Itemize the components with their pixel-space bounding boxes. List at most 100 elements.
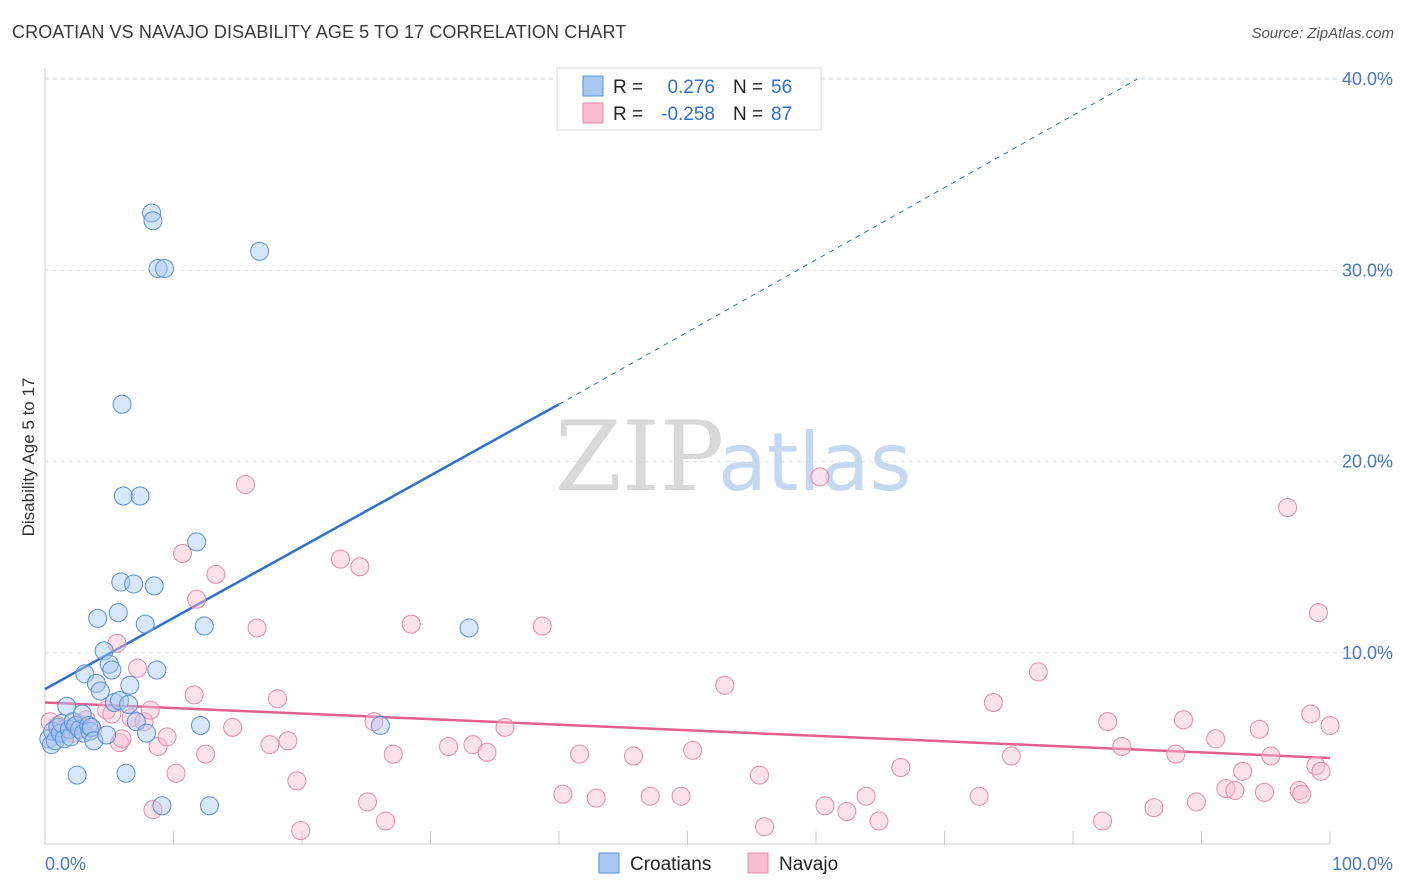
navajo-point-15 — [140, 700, 160, 720]
navajo-point-49 — [640, 786, 660, 806]
series-croatians-points — [39, 203, 479, 816]
navajo-point-23 — [196, 744, 216, 764]
trend-line-navajo — [44, 701, 1331, 760]
navajo-point-82 — [1301, 704, 1321, 724]
croatians-point-33 — [112, 394, 132, 414]
navajo-point-18 — [157, 727, 177, 747]
navajo-point-32 — [291, 821, 311, 841]
navajo-point-58 — [856, 786, 876, 806]
navajo-point-48 — [624, 746, 644, 766]
croatians-point-38 — [124, 574, 144, 594]
croatians-point-26 — [97, 725, 117, 745]
navajo-point-46 — [570, 744, 590, 764]
legend-n-value-1: 56 — [771, 77, 792, 98]
navajo-point-22 — [187, 589, 207, 609]
navajo-point-85 — [1311, 761, 1331, 781]
bottom-legend-swatch-navajo — [747, 852, 769, 874]
croatians-point-34 — [113, 486, 133, 506]
navajo-point-29 — [268, 689, 288, 709]
croatians-point-42 — [137, 723, 157, 743]
navajo-point-63 — [1001, 746, 1021, 766]
legend-swatch-navajo — [582, 102, 604, 124]
grid-lines — [45, 77, 1392, 654]
croatians-point-50 — [187, 532, 207, 552]
bottom-legend-swatch-croatians — [598, 852, 620, 874]
croatians-point-54 — [250, 241, 270, 261]
navajo-point-28 — [260, 735, 280, 755]
croatians-point-45 — [144, 576, 164, 596]
croatians-point-41 — [135, 614, 155, 634]
croatians-point-44 — [143, 211, 163, 231]
navajo-point-62 — [983, 693, 1003, 713]
navajo-point-14 — [134, 712, 154, 732]
legend-n-label-2: N = — [733, 104, 763, 125]
croatians-point-35 — [116, 763, 136, 783]
x-tick-label-1: 100.0% — [1332, 854, 1393, 874]
y-tick-label-1: 20.0% — [1342, 452, 1393, 472]
navajo-point-68 — [1144, 798, 1164, 818]
navajo-point-19 — [166, 763, 186, 783]
navajo-point-47 — [586, 788, 606, 808]
navajo-point-50 — [671, 786, 691, 806]
navajo-point-74 — [1225, 780, 1245, 800]
croatians-point-6 — [52, 714, 72, 734]
croatians-point-43 — [142, 203, 162, 223]
watermark: ZIP atlas — [555, 401, 911, 513]
navajo-point-83 — [1306, 756, 1326, 776]
navajo-point-72 — [1206, 729, 1226, 749]
x-tick-labels: 0.0% 100.0% — [45, 854, 1393, 874]
legend-r-value-1: 0.276 — [667, 77, 715, 98]
croatians-point-13 — [67, 765, 87, 785]
navajo-point-31 — [287, 771, 307, 791]
source-credit: Source: ZipAtlas.com — [1251, 25, 1394, 42]
navajo-point-54 — [755, 817, 775, 837]
bottom-legend-navajo: Navajo — [779, 854, 838, 875]
watermark-zip: ZIP — [555, 401, 724, 513]
navajo-point-52 — [715, 675, 735, 695]
navajo-point-13 — [128, 658, 148, 678]
navajo-point-42 — [477, 742, 497, 762]
stats-legend: R = 0.276 N = 56 R = -0.258 N = 87 — [556, 67, 822, 131]
legend-r-value-2: -0.258 — [661, 104, 715, 125]
croatians-point-15 — [72, 704, 92, 724]
navajo-point-75 — [1233, 761, 1253, 781]
legend-n-value-2: 87 — [771, 104, 792, 125]
navajo-point-51 — [683, 740, 703, 760]
navajo-point-26 — [235, 475, 255, 495]
navajo-point-20 — [172, 543, 192, 563]
trend-line-croatians — [44, 403, 560, 691]
navajo-point-34 — [350, 557, 370, 577]
x-tick-label-0: 0.0% — [45, 854, 86, 874]
navajo-point-60 — [891, 758, 911, 778]
navajo-point-56 — [815, 796, 835, 816]
navajo-point-76 — [1249, 719, 1269, 739]
croatians-point-18 — [79, 715, 99, 735]
navajo-point-37 — [376, 811, 396, 831]
legend-r-label-1: R = — [613, 77, 643, 98]
croatians-point-53 — [199, 796, 219, 816]
y-axis-label: Disability Age 5 to 17 — [19, 378, 38, 537]
navajo-point-43 — [495, 717, 515, 737]
legend-swatch-croatians — [582, 75, 604, 97]
trend-lines — [44, 78, 1331, 760]
navajo-point-84 — [1308, 603, 1328, 623]
navajo-point-30 — [278, 731, 298, 751]
chart-title: CROATIAN VS NAVAJO DISABILITY AGE 5 TO 1… — [12, 22, 627, 42]
croatians-point-24 — [90, 681, 110, 701]
croatians-point-55 — [370, 715, 390, 735]
y-tick-labels: 10.0% 20.0% 30.0% 40.0% — [1342, 69, 1393, 663]
y-tick-label-3: 40.0% — [1342, 69, 1393, 89]
croatians-point-51 — [190, 715, 210, 735]
legend-n-label-1: N = — [733, 77, 763, 98]
navajo-point-25 — [223, 717, 243, 737]
navajo-point-78 — [1261, 746, 1281, 766]
navajo-point-64 — [1028, 662, 1048, 682]
navajo-point-45 — [553, 784, 573, 804]
navajo-point-24 — [206, 564, 226, 584]
navajo-point-69 — [1166, 744, 1186, 764]
navajo-point-81 — [1292, 784, 1312, 804]
navajo-point-59 — [869, 811, 889, 831]
navajo-point-39 — [401, 614, 421, 634]
croatians-point-36 — [119, 694, 139, 714]
